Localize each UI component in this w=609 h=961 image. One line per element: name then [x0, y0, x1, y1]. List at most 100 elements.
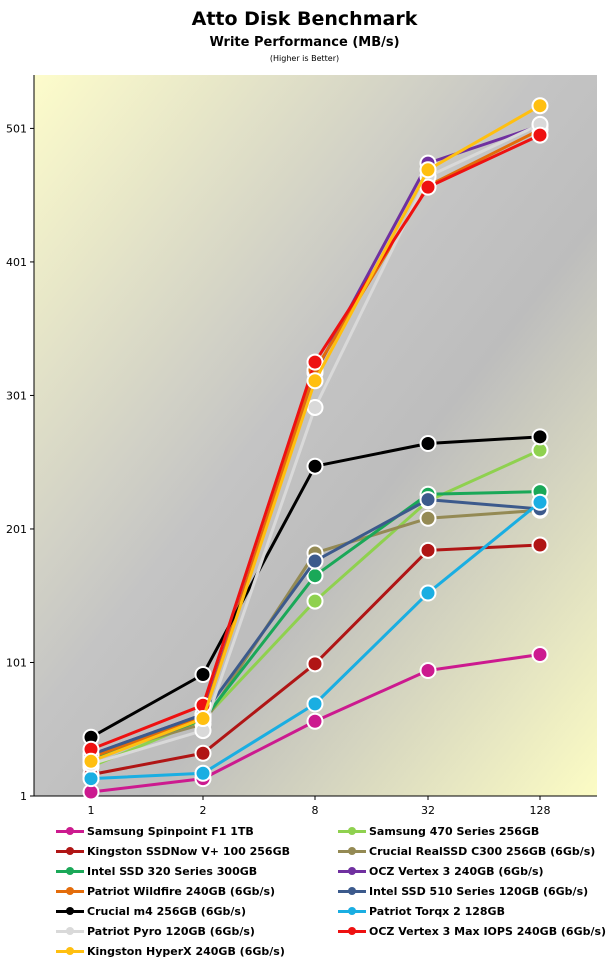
legend-label: Intel SSD 510 Series 120GB (6Gb/s) [369, 884, 589, 898]
series-line [82, 645, 549, 801]
legend-marker [56, 845, 84, 857]
data-point [306, 457, 324, 475]
legend-marker [338, 825, 366, 837]
chart-title: Atto Disk Benchmark [191, 8, 418, 30]
legend-marker [338, 865, 366, 877]
legend-dot [348, 927, 356, 935]
data-point [531, 536, 549, 554]
legend-dot [66, 907, 74, 915]
legend-label: Patriot Wildfire 240GB (6Gb/s) [87, 884, 276, 898]
legend-marker [56, 945, 84, 957]
data-point [531, 126, 549, 144]
data-point [306, 353, 324, 371]
legend-item: Crucial RealSSD C300 256GB (6Gb/s) [338, 842, 595, 860]
series-line [82, 97, 549, 770]
legend-dot [348, 827, 356, 835]
legend-dot [66, 847, 74, 855]
legend-item: Kingston HyperX 240GB (6Gb/s) [56, 942, 285, 960]
data-point [82, 752, 100, 770]
legend-marker [338, 845, 366, 857]
data-point [306, 398, 324, 416]
legend-item: Intel SSD 320 Series 300GB [56, 862, 257, 880]
y-tick-label: 501 [6, 122, 27, 135]
legend-item: Intel SSD 510 Series 120GB (6Gb/s) [338, 882, 588, 900]
legend-item: Patriot Torqx 2 128GB [338, 902, 505, 920]
legend-dot [66, 927, 74, 935]
data-point [194, 665, 212, 683]
legend-label: Patriot Torqx 2 128GB [369, 904, 505, 918]
legend-label: Samsung Spinpoint F1 1TB [87, 824, 254, 838]
legend-marker [338, 905, 366, 917]
legend-label: Crucial m4 256GB (6Gb/s) [87, 904, 246, 918]
chart-subtitle: Write Performance (MB/s) [209, 35, 400, 50]
x-tick-label: 1 [88, 804, 95, 817]
legend-marker [56, 885, 84, 897]
data-point [194, 744, 212, 762]
legend-label: Patriot Pyro 120GB (6Gb/s) [87, 924, 255, 938]
plot-area [34, 75, 597, 796]
y-tick-label: 101 [6, 656, 27, 669]
legend-marker [338, 925, 366, 937]
legend-item: Kingston SSDNow V+ 100 256GB [56, 842, 290, 860]
legend-marker [56, 825, 84, 837]
chart-note: (Higher is Better) [269, 54, 340, 63]
legend-item: OCZ Vertex 3 Max IOPS 240GB (6Gb/s) [338, 922, 606, 940]
legend-label: Crucial RealSSD C300 256GB (6Gb/s) [369, 844, 596, 858]
data-point [306, 695, 324, 713]
series-line [82, 493, 549, 788]
data-point [306, 592, 324, 610]
data-point [531, 493, 549, 511]
data-point [419, 541, 437, 559]
legend-label: Intel SSD 320 Series 300GB [87, 864, 258, 878]
data-point [419, 584, 437, 602]
data-point [82, 770, 100, 788]
x-tick-label: 8 [312, 804, 319, 817]
data-point [419, 161, 437, 179]
data-point [419, 178, 437, 196]
series-line [82, 126, 549, 758]
legend-dot [348, 907, 356, 915]
legend-dot [66, 827, 74, 835]
legend-item: Patriot Wildfire 240GB (6Gb/s) [56, 882, 275, 900]
legend-item: OCZ Vertex 3 240GB (6Gb/s) [338, 862, 544, 880]
data-point [531, 97, 549, 115]
data-point [306, 372, 324, 390]
legend-label: OCZ Vertex 3 240GB (6Gb/s) [369, 864, 544, 878]
y-tick-label: 401 [6, 256, 27, 269]
legend-item: Patriot Pyro 120GB (6Gb/s) [56, 922, 255, 940]
legend-item: Crucial m4 256GB (6Gb/s) [56, 902, 246, 920]
legend-dot [66, 867, 74, 875]
legend-label: OCZ Vertex 3 Max IOPS 240GB (6Gb/s) [369, 924, 607, 938]
legend-dot [66, 887, 74, 895]
legend-marker [56, 905, 84, 917]
legend-marker [338, 885, 366, 897]
y-tick-label: 301 [6, 389, 27, 402]
legend-label: Samsung 470 Series 256GB [369, 824, 540, 838]
data-point [306, 552, 324, 570]
x-tick-label: 2 [200, 804, 207, 817]
data-point [419, 435, 437, 453]
legend-dot [66, 947, 74, 955]
legend-item: Samsung 470 Series 256GB [338, 822, 539, 840]
data-point [419, 509, 437, 527]
legend-dot [348, 867, 356, 875]
data-point [531, 645, 549, 663]
y-tick-label: 1 [20, 790, 27, 803]
legend-label: Kingston SSDNow V+ 100 256GB [87, 844, 290, 858]
data-point [194, 710, 212, 728]
data-point [419, 491, 437, 509]
x-tick-label: 128 [530, 804, 551, 817]
legend-item: Samsung Spinpoint F1 1TB [56, 822, 254, 840]
data-point [306, 712, 324, 730]
legend-dot [348, 847, 356, 855]
legend-marker [56, 925, 84, 937]
x-tick-label: 32 [421, 804, 435, 817]
data-point [194, 764, 212, 782]
legend-label: Kingston HyperX 240GB (6Gb/s) [87, 944, 285, 958]
data-point [419, 661, 437, 679]
data-point [306, 655, 324, 673]
data-point [531, 428, 549, 446]
legend-marker [56, 865, 84, 877]
legend-dot [348, 887, 356, 895]
